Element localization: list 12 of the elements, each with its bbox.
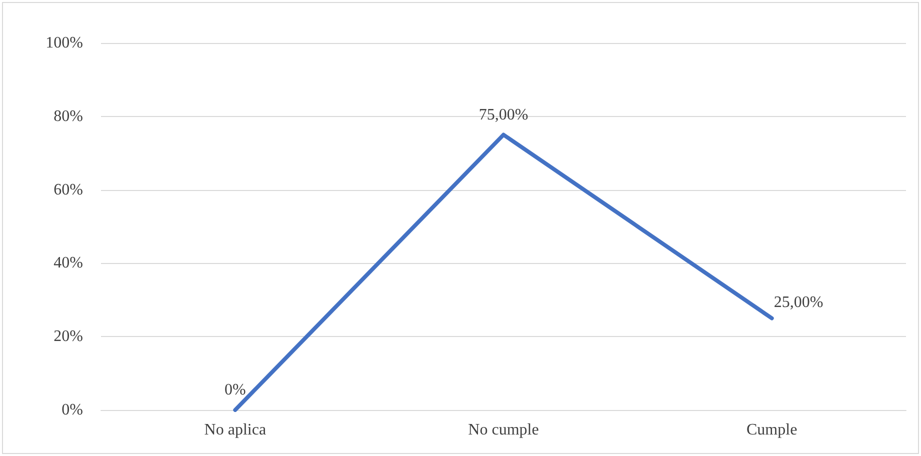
y-tick-label: 0% — [62, 402, 83, 418]
y-tick-label: 60% — [54, 181, 83, 198]
x-tick-label: Cumple — [746, 422, 798, 438]
y-tick-label: 40% — [54, 254, 83, 272]
y-tick-label: 80% — [54, 108, 83, 125]
x-tick-label: No aplica — [204, 422, 266, 438]
data-label: 25,00% — [774, 294, 824, 311]
y-tick-label: 20% — [54, 328, 83, 346]
y-tick-label: 100% — [46, 34, 83, 52]
data-label: 0% — [224, 382, 246, 398]
x-tick-label: No cumple — [468, 422, 539, 438]
data-label: 75,00% — [478, 106, 528, 124]
